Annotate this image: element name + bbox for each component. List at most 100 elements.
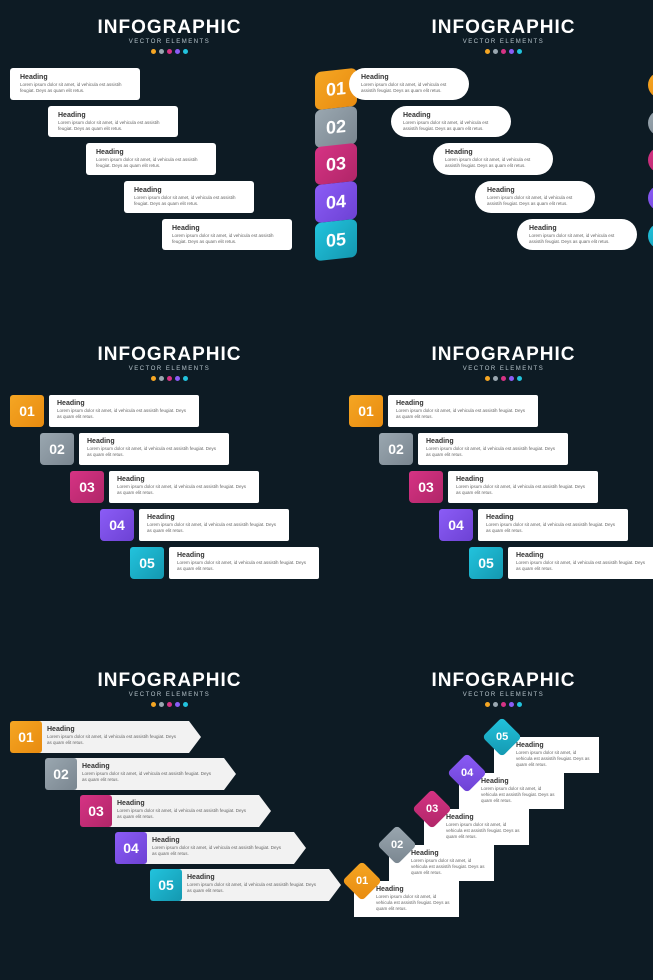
step-row: 05HeadingLorem ipsum dolor sit amet, id … bbox=[150, 869, 329, 901]
palette-dot bbox=[493, 702, 498, 707]
step-number: 03 bbox=[315, 143, 357, 185]
step-row: 04HeadingLorem ipsum dolor sit amet, id … bbox=[100, 509, 329, 541]
step-card: HeadingLorem ipsum dolor sit amet, id ve… bbox=[39, 721, 189, 753]
step-row: HeadingLorem ipsum dolor sit amet, id ve… bbox=[10, 68, 329, 100]
title: INFOGRAPHIC bbox=[10, 671, 329, 690]
palette-dot bbox=[501, 49, 506, 54]
step-body: Lorem ipsum dolor sit amet, id vehicula … bbox=[117, 808, 251, 820]
palette-dot bbox=[517, 49, 522, 54]
step-heading: Heading bbox=[20, 74, 130, 81]
step-heading: Heading bbox=[396, 400, 530, 407]
step-card: HeadingLorem ipsum dolor sit amet, id ve… bbox=[144, 832, 294, 864]
step-number: 03 bbox=[409, 471, 443, 503]
header: INFOGRAPHIC VECTOR ELEMENTS bbox=[349, 18, 653, 54]
step-number: 01 bbox=[10, 395, 44, 427]
step-heading: Heading bbox=[57, 400, 191, 407]
step-body: Lorem ipsum dolor sit amet, id vehicula … bbox=[20, 82, 130, 94]
step-row: 03HeadingLorem ipsum dolor sit amet, id … bbox=[70, 471, 329, 503]
step-body: Lorem ipsum dolor sit amet, id vehicula … bbox=[376, 894, 451, 912]
step-row: 03HeadingLorem ipsum dolor sit amet, id … bbox=[80, 795, 329, 827]
infographic-variant-1: INFOGRAPHIC VECTOR ELEMENTS HeadingLorem… bbox=[0, 0, 339, 327]
step-card: HeadingLorem ipsum dolor sit amet, id ve… bbox=[139, 509, 289, 541]
palette-dot bbox=[151, 702, 156, 707]
palette-dot bbox=[517, 376, 522, 381]
step-number: 04 bbox=[648, 185, 653, 211]
step-body: Lorem ipsum dolor sit amet, id vehicula … bbox=[117, 484, 251, 496]
step-body: Lorem ipsum dolor sit amet, id vehicula … bbox=[396, 408, 530, 420]
step-heading: Heading bbox=[82, 763, 216, 770]
header: INFOGRAPHIC VECTOR ELEMENTS bbox=[10, 18, 329, 54]
palette-dot bbox=[485, 702, 490, 707]
step-heading: Heading bbox=[529, 225, 625, 232]
step-number: 05 bbox=[648, 223, 653, 249]
step-number: 02 bbox=[379, 433, 413, 465]
step-card: HeadingLorem ipsum dolor sit amet, id ve… bbox=[508, 547, 653, 579]
step-row: HeadingLorem ipsum dolor sit amet, id ve… bbox=[162, 219, 329, 251]
step-heading: Heading bbox=[411, 850, 486, 857]
step-body: Lorem ipsum dolor sit amet, id vehicula … bbox=[187, 882, 321, 894]
step-card: HeadingLorem ipsum dolor sit amet, id ve… bbox=[109, 795, 259, 827]
step-body: Lorem ipsum dolor sit amet, id vehicula … bbox=[411, 858, 486, 876]
palette-dot bbox=[509, 49, 514, 54]
step-body: Lorem ipsum dolor sit amet, id vehicula … bbox=[481, 786, 556, 804]
infographic-variant-4: INFOGRAPHIC VECTOR ELEMENTS 01HeadingLor… bbox=[339, 327, 653, 654]
step-body: Lorem ipsum dolor sit amet, id vehicula … bbox=[82, 771, 216, 783]
step-body: Lorem ipsum dolor sit amet, id vehicula … bbox=[361, 82, 457, 94]
palette-dot bbox=[159, 49, 164, 54]
step-body: Lorem ipsum dolor sit amet, id vehicula … bbox=[172, 233, 282, 245]
step-heading: Heading bbox=[516, 552, 650, 559]
step-heading: Heading bbox=[445, 149, 541, 156]
infographic-variant-2: INFOGRAPHIC VECTOR ELEMENTS HeadingLorem… bbox=[339, 0, 653, 327]
infographic-variant-5: INFOGRAPHIC VECTOR ELEMENTS 01HeadingLor… bbox=[0, 653, 339, 980]
step-heading: Heading bbox=[403, 112, 499, 119]
step-body: Lorem ipsum dolor sit amet, id vehicula … bbox=[445, 157, 541, 169]
step-body: Lorem ipsum dolor sit amet, id vehicula … bbox=[403, 120, 499, 132]
palette-dots bbox=[10, 702, 329, 707]
step-row: HeadingLorem ipsum dolor sit amet, id ve… bbox=[517, 219, 653, 251]
step-card: HeadingLorem ipsum dolor sit amet, id ve… bbox=[10, 68, 140, 100]
step-row: HeadingLorem ipsum dolor sit amet, id ve… bbox=[391, 106, 653, 138]
step-row: 01HeadingLorem ipsum dolor sit amet, id … bbox=[10, 721, 329, 753]
step-row: 01HeadingLorem ipsum dolor sit amet, id … bbox=[349, 395, 653, 427]
step-card: HeadingLorem ipsum dolor sit amet, id ve… bbox=[79, 433, 229, 465]
palette-dots bbox=[10, 49, 329, 54]
step-heading: Heading bbox=[361, 74, 457, 81]
step-row: HeadingLorem ipsum dolor sit amet, id ve… bbox=[354, 881, 459, 917]
steps-container: HeadingLorem ipsum dolor sit amet, id ve… bbox=[349, 68, 653, 250]
subtitle: VECTOR ELEMENTS bbox=[10, 692, 329, 698]
step-body: Lorem ipsum dolor sit amet, id vehicula … bbox=[57, 408, 191, 420]
step-card: HeadingLorem ipsum dolor sit amet, id ve… bbox=[74, 758, 224, 790]
step-row: 05HeadingLorem ipsum dolor sit amet, id … bbox=[469, 547, 653, 579]
step-number: 05 bbox=[315, 219, 357, 261]
palette-dot bbox=[183, 702, 188, 707]
step-row: HeadingLorem ipsum dolor sit amet, id ve… bbox=[424, 809, 529, 845]
step-number: 03 bbox=[648, 147, 653, 173]
title: INFOGRAPHIC bbox=[349, 18, 653, 37]
palette-dot bbox=[175, 376, 180, 381]
subtitle: VECTOR ELEMENTS bbox=[10, 39, 329, 45]
step-body: Lorem ipsum dolor sit amet, id vehicula … bbox=[147, 522, 281, 534]
step-number: 02 bbox=[648, 110, 653, 136]
step-card: HeadingLorem ipsum dolor sit amet, id ve… bbox=[124, 181, 254, 213]
step-row: HeadingLorem ipsum dolor sit amet, id ve… bbox=[349, 68, 653, 100]
step-body: Lorem ipsum dolor sit amet, id vehicula … bbox=[47, 734, 181, 746]
palette-dot bbox=[159, 376, 164, 381]
step-heading: Heading bbox=[47, 726, 181, 733]
step-heading: Heading bbox=[58, 112, 168, 119]
palette-dot bbox=[167, 376, 172, 381]
step-body: Lorem ipsum dolor sit amet, id vehicula … bbox=[58, 120, 168, 132]
step-number: 01 bbox=[648, 72, 653, 98]
step-body: Lorem ipsum dolor sit amet, id vehicula … bbox=[516, 560, 650, 572]
step-number: 04 bbox=[439, 509, 473, 541]
step-card: HeadingLorem ipsum dolor sit amet, id ve… bbox=[448, 471, 598, 503]
header: INFOGRAPHIC VECTOR ELEMENTS bbox=[10, 345, 329, 381]
palette-dot bbox=[159, 702, 164, 707]
step-number: 03 bbox=[80, 795, 112, 827]
palette-dot bbox=[517, 702, 522, 707]
step-card: HeadingLorem ipsum dolor sit amet, id ve… bbox=[49, 395, 199, 427]
step-card: HeadingLorem ipsum dolor sit amet, id ve… bbox=[433, 143, 553, 175]
step-body: Lorem ipsum dolor sit amet, id vehicula … bbox=[134, 195, 244, 207]
palette-dot bbox=[509, 702, 514, 707]
step-body: Lorem ipsum dolor sit amet, id vehicula … bbox=[152, 845, 286, 857]
step-number: 04 bbox=[100, 509, 134, 541]
